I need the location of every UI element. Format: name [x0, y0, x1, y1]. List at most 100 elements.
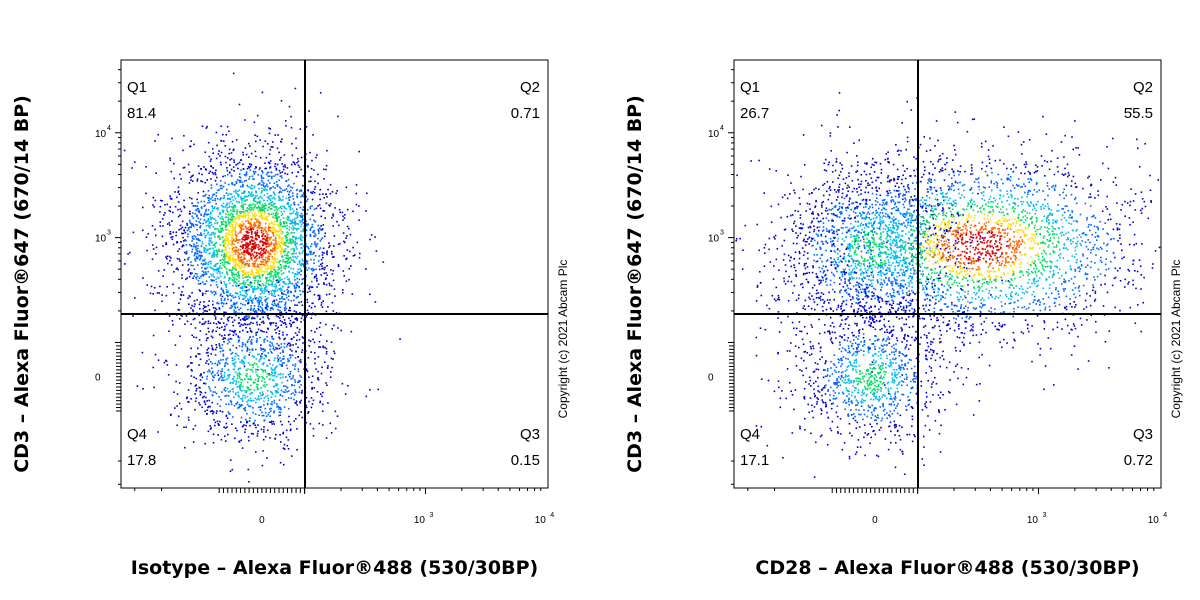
event-dot [202, 396, 204, 399]
event-dot [232, 382, 234, 384]
event-dot [847, 259, 850, 262]
event-dot [184, 251, 186, 254]
event-dot [258, 299, 260, 302]
event-dot [213, 233, 216, 236]
event-dot [269, 437, 271, 439]
event-dot [256, 233, 258, 235]
event-dot [207, 231, 209, 233]
event-dot [240, 302, 242, 305]
event-dot [235, 259, 237, 262]
event-dot [276, 357, 279, 359]
event-dot [256, 386, 258, 388]
event-dot [326, 265, 328, 267]
event-dot [229, 218, 232, 221]
event-dot [248, 204, 250, 206]
event-dot [266, 276, 269, 279]
event-dot [226, 210, 229, 213]
event-dot [211, 292, 214, 294]
event-dot [271, 197, 274, 200]
event-dot [272, 258, 274, 261]
event-dot [352, 210, 354, 213]
event-dot [338, 224, 340, 227]
event-dot [281, 239, 283, 242]
event-dot [298, 166, 301, 169]
event-dot [264, 167, 266, 170]
event-dot [250, 339, 253, 341]
x-axis-title: Isotype – Alexa Fluor®488 (530/30BP) [131, 557, 538, 579]
event-dot [193, 254, 196, 257]
event-dot [242, 203, 245, 206]
event-dot [265, 331, 268, 333]
event-dot [303, 229, 305, 231]
event-dot [285, 307, 288, 310]
event-dot [311, 205, 313, 207]
event-dot [261, 215, 264, 217]
event-dot [278, 234, 280, 237]
event-dot [316, 377, 319, 380]
event-dot [246, 227, 249, 230]
event-dot [243, 180, 246, 182]
event-dot [237, 255, 239, 258]
event-dot [261, 464, 264, 467]
event-dot [256, 270, 259, 272]
event-dot [258, 221, 261, 224]
event-dot [250, 239, 253, 241]
event-dot [296, 195, 298, 197]
event-dot [232, 199, 235, 201]
event-dot [275, 248, 278, 250]
event-dot [207, 351, 209, 354]
event-dot [244, 290, 246, 292]
event-dot [296, 161, 298, 164]
event-dot [255, 221, 258, 223]
event-dot [196, 214, 198, 217]
event-dot [235, 246, 238, 249]
event-dot [214, 171, 216, 174]
event-dot [279, 301, 281, 303]
event-dot [191, 240, 193, 242]
event-dot [310, 191, 312, 194]
event-dot [216, 272, 219, 274]
event-dot [238, 189, 241, 192]
event-dot [214, 265, 217, 268]
event-dot [270, 187, 273, 189]
event-dot [244, 304, 246, 306]
event-dot [239, 211, 242, 213]
event-dot [260, 289, 262, 292]
event-dot [221, 305, 224, 308]
quadrant-name-q1: Q1 [127, 79, 147, 96]
event-dot [268, 318, 270, 320]
event-dot [245, 179, 247, 182]
event-dot [895, 257, 898, 259]
event-dot [228, 341, 231, 343]
event-dot [297, 370, 300, 373]
event-dot [232, 296, 235, 299]
event-dot [202, 292, 204, 295]
event-dot [231, 206, 233, 208]
event-dot [258, 376, 261, 378]
event-dot [224, 240, 227, 242]
event-dot [224, 245, 226, 248]
event-dot [188, 182, 191, 184]
event-dot [260, 195, 262, 198]
event-dot [303, 230, 305, 233]
event-dot [207, 261, 209, 264]
event-dot [208, 244, 211, 247]
event-dot [266, 233, 269, 236]
event-dot [204, 237, 207, 239]
event-dot [180, 228, 182, 230]
event-dot [195, 248, 197, 251]
event-dot [265, 306, 267, 309]
event-dot [285, 311, 288, 314]
event-dot [309, 340, 312, 342]
event-dot [287, 278, 289, 281]
event-dot [194, 327, 197, 329]
event-dot [236, 179, 239, 181]
event-dot [246, 331, 249, 333]
event-dot [252, 274, 255, 276]
event-dot [162, 275, 164, 277]
event-dot [255, 272, 258, 274]
event-dot [276, 403, 278, 405]
event-dot [281, 213, 284, 215]
event-dot [244, 343, 247, 345]
event-dot [246, 263, 248, 265]
